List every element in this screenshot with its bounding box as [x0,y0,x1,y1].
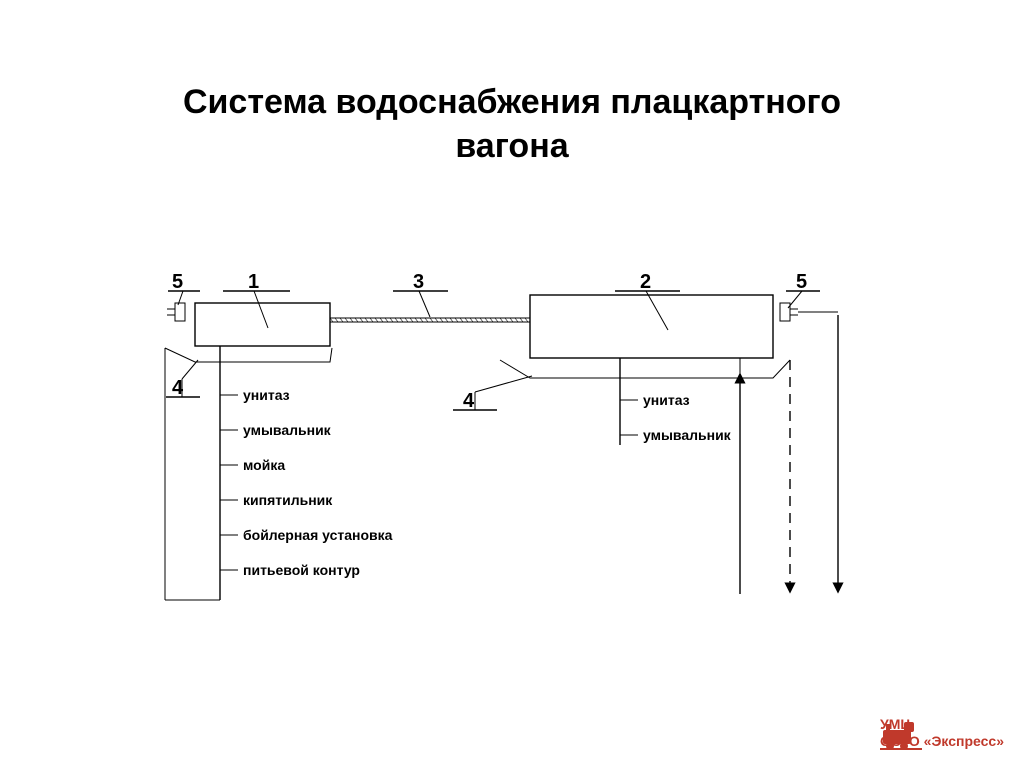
label-3: 3 [413,271,424,293]
water-system-diagram: 5132544унитазумывальникмойкакипятильникб… [0,0,1024,768]
support-2 [500,360,790,378]
tank-2 [530,295,773,358]
support-1 [165,348,332,362]
inlet-left [175,303,185,321]
left-outlet-label-1: умывальник [243,422,332,438]
label-2: 2 [640,271,651,293]
right-outlet-label-1: умывальник [643,427,732,443]
left-outlet-label-3: кипятильник [243,492,333,508]
left-outlet-label-4: бойлерная установка [243,527,393,543]
inlet-right [780,303,790,321]
logo: УМЦ ОСТО «Экспресс» [880,716,1004,750]
label-4-center: 4 [463,390,475,412]
label-5-left: 5 [172,271,183,293]
train-icon [880,716,922,752]
right-outlet-label-0: унитаз [643,392,690,408]
tank-1 [195,303,330,346]
label-1: 1 [248,271,259,293]
left-outlet-label-2: мойка [243,457,285,473]
left-outlet-label-5: питьевой контур [243,562,360,578]
left-outlet-label-0: унитаз [243,387,290,403]
label-5-right: 5 [796,271,807,293]
